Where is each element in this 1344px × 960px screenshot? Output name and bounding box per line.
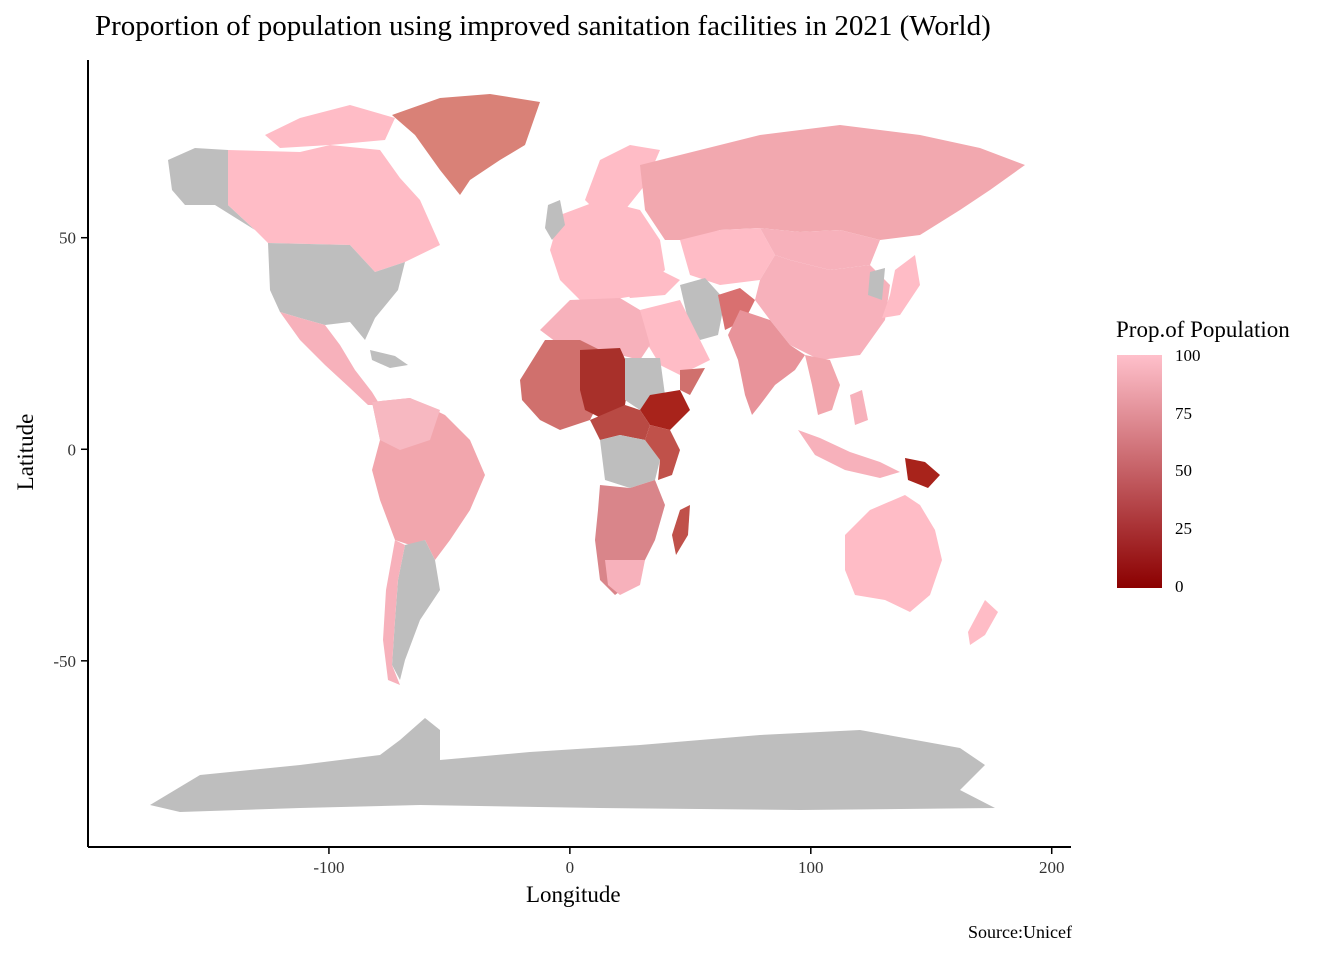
region-korea [868,268,885,300]
legend-title: Prop.of Population [1116,317,1290,342]
chart-title: Proportion of population using improved … [95,10,991,42]
region-chile [383,540,405,685]
region-argentina [392,540,440,680]
region-se-asia [805,355,840,415]
region-papua-new-guinea [905,458,940,488]
region-dr-congo [600,435,660,488]
x-tick-label: 200 [1039,858,1065,877]
region-scandinavia [585,145,660,215]
legend-tick-label: 50 [1175,461,1192,480]
region-madagascar [672,505,690,555]
region-greenland [392,94,540,195]
region-antarctica [150,718,995,812]
region-east-africa [645,425,680,480]
x-tick-label: 0 [566,858,575,877]
region-south-africa [605,560,645,595]
region-philippines [850,390,868,425]
region-turkey [618,270,680,298]
x-axis-label: Longitude [526,882,621,907]
region-australia [845,495,942,612]
y-axis-label: Latitude [13,413,38,491]
region-russia [640,125,1025,240]
region-arctic-islands [265,105,395,148]
region-china [755,255,890,360]
region-india [728,310,805,415]
region-alaska [168,148,255,230]
region-mexico [280,312,380,405]
legend-color-bar [1117,355,1162,588]
region-kazakhstan [680,228,775,285]
x-tick-label: 100 [798,858,824,877]
region-indonesia [798,430,900,478]
y-tick-label: -50 [53,652,76,671]
y-axis-ticks: -50 0 50 [53,229,88,671]
region-japan [882,255,920,318]
region-caribbean [370,350,408,368]
region-arabia [640,300,710,375]
region-colombia-venezuela [372,398,440,450]
legend-tick-label: 75 [1175,404,1192,423]
legend-tick-label: 100 [1175,346,1201,365]
x-tick-label: -100 [313,858,344,877]
region-afghanistan [718,288,755,330]
x-axis-ticks: -100 0 100 200 [313,847,1064,877]
y-tick-label: 0 [68,440,77,459]
region-central-africa [590,405,650,440]
y-tick-label: 50 [59,229,76,248]
region-uk-ireland [545,200,565,240]
legend-tick-label: 0 [1175,577,1184,596]
region-sahel [580,348,630,420]
region-ethiopia [640,390,690,430]
region-canada [228,145,440,272]
region-mongolia [760,228,880,270]
region-usa [268,243,405,340]
legend-tick-label: 25 [1175,519,1192,538]
region-somalia [680,368,705,395]
source-caption: Source:Unicef [968,922,1072,942]
region-new-zealand [968,600,998,645]
